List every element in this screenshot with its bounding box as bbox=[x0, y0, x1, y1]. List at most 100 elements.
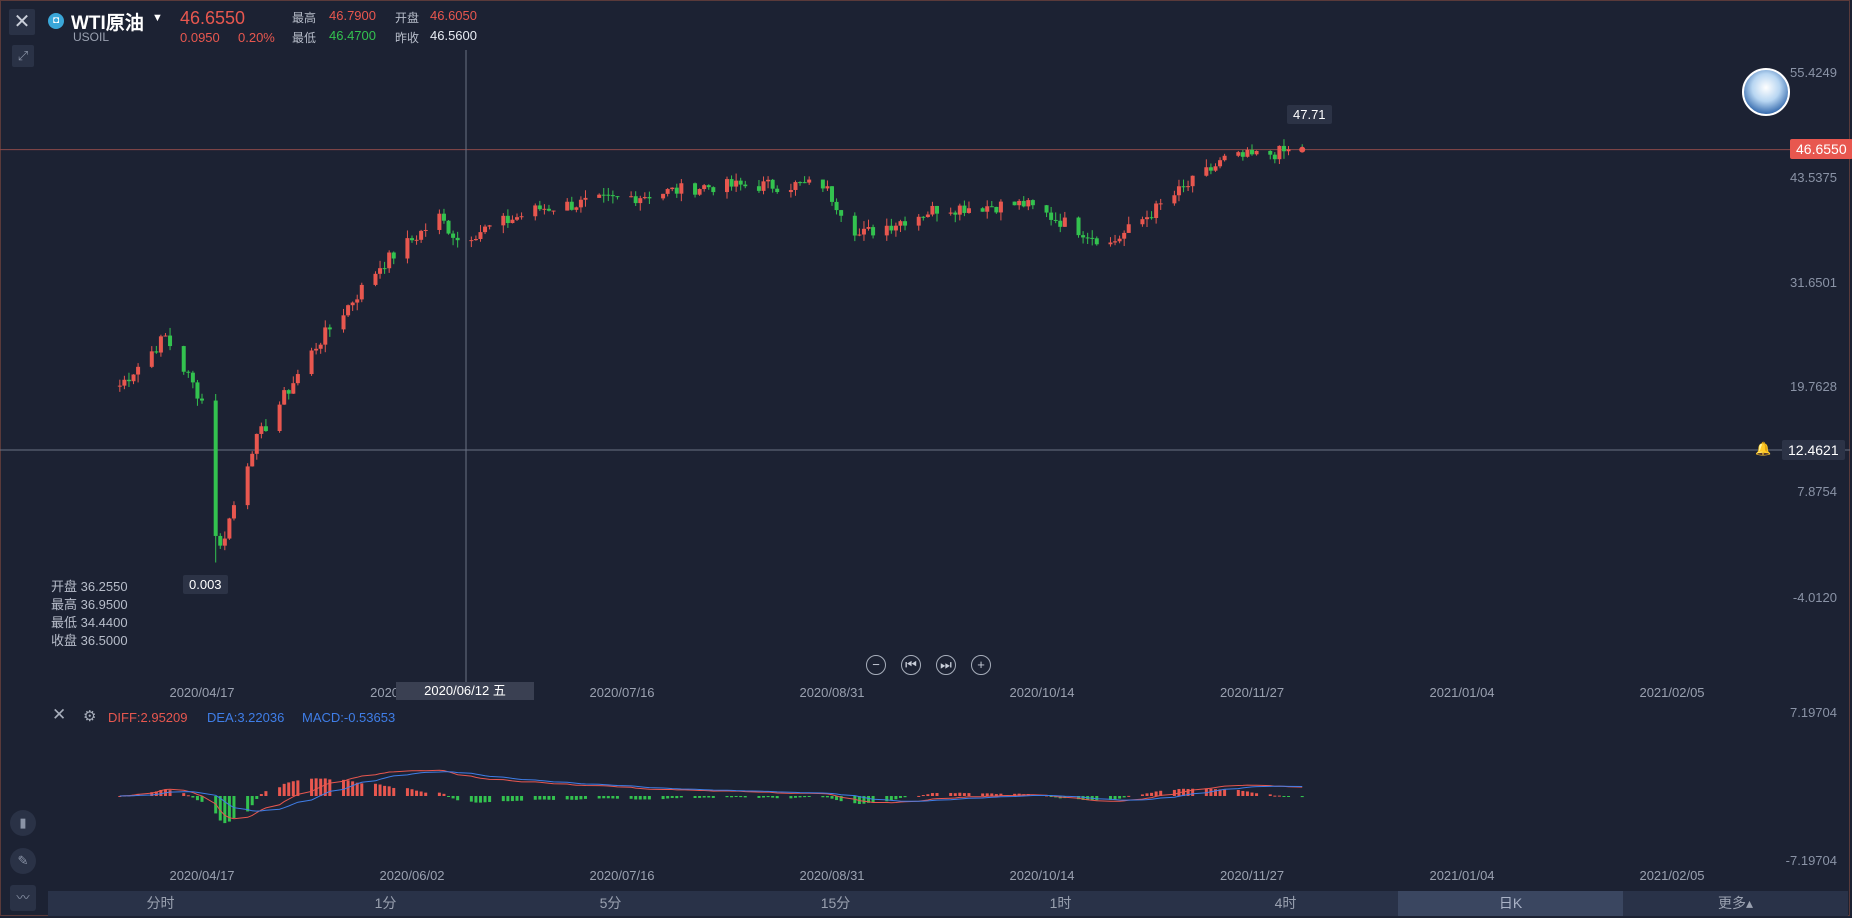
candle-body bbox=[469, 240, 474, 242]
candle-body bbox=[834, 201, 839, 211]
settings-icon[interactable]: ⚙ bbox=[83, 708, 97, 725]
zoom-out-button[interactable]: − bbox=[866, 655, 886, 675]
macd-histogram-bar bbox=[342, 779, 346, 796]
candle-body bbox=[250, 453, 255, 467]
candle-body bbox=[1140, 219, 1145, 225]
tab-5min[interactable]: 5分 bbox=[599, 895, 622, 911]
candle-body bbox=[706, 185, 711, 188]
macd-histogram-bar bbox=[1209, 788, 1213, 796]
candle-body bbox=[1044, 205, 1049, 213]
low-value: 46.4700 bbox=[329, 28, 376, 43]
ohlc-low: 最低 34.4400 bbox=[51, 615, 128, 630]
candle-body bbox=[1085, 237, 1090, 239]
candle-body bbox=[1245, 149, 1250, 157]
candle-body bbox=[1181, 186, 1186, 188]
candle-body bbox=[930, 205, 935, 215]
candle-body bbox=[487, 225, 492, 227]
x-label: 2020/04/17 bbox=[169, 685, 235, 700]
candle-body bbox=[962, 205, 967, 213]
candle-body bbox=[1094, 238, 1099, 245]
macd-histogram-bar bbox=[894, 796, 898, 800]
jump-end-button[interactable]: ⏭ bbox=[936, 655, 956, 675]
tab-more[interactable]: 更多▴ bbox=[1717, 895, 1754, 911]
candle-body bbox=[1030, 200, 1035, 206]
candle-body bbox=[1117, 238, 1122, 242]
macd-histogram-bar bbox=[328, 779, 332, 796]
candle-body bbox=[615, 196, 620, 198]
candle-body bbox=[245, 466, 250, 506]
zoom-in-button[interactable]: + bbox=[971, 655, 991, 675]
macd-histogram-bar bbox=[296, 780, 300, 796]
macd-histogram-bar bbox=[483, 796, 487, 803]
macd-histogram-bar bbox=[1182, 788, 1186, 796]
chevron-down-icon[interactable]: ▼ bbox=[152, 12, 163, 24]
bell-icon[interactable]: 🔔 bbox=[1755, 441, 1772, 456]
candle-body bbox=[163, 335, 168, 337]
macd-histogram-bar bbox=[743, 796, 747, 798]
candle-body bbox=[510, 219, 515, 224]
candle-tool-icon[interactable]: ▮ bbox=[10, 810, 36, 836]
open-value: 46.6050 bbox=[430, 8, 477, 23]
tab-15min[interactable]: 15分 bbox=[820, 895, 851, 911]
macd-histogram-bar bbox=[118, 796, 122, 797]
pencil-icon[interactable]: ✎ bbox=[10, 848, 36, 874]
tab-4hour[interactable]: 4时 bbox=[1274, 895, 1297, 911]
macd-histogram-bar bbox=[282, 783, 286, 796]
macd-histogram-bar bbox=[501, 796, 505, 802]
close-indicator-icon[interactable]: ✕ bbox=[52, 705, 67, 724]
macd-histogram-bar bbox=[570, 796, 574, 800]
close-button[interactable]: ✕ bbox=[9, 9, 35, 35]
candlestick-chart[interactable] bbox=[0, 0, 1852, 700]
macd-histogram-bar bbox=[597, 796, 601, 799]
tab-1min[interactable]: 1分 bbox=[374, 895, 397, 911]
macd-histogram-bar bbox=[999, 793, 1003, 796]
macd-histogram-bar bbox=[195, 796, 199, 801]
macd-histogram-bar bbox=[1273, 795, 1277, 797]
candle-body bbox=[1176, 186, 1181, 196]
candle-body bbox=[1254, 150, 1259, 155]
candle-body bbox=[346, 305, 351, 316]
macd-histogram-bar bbox=[1186, 789, 1190, 796]
y-tick: 43.5375 bbox=[1790, 170, 1837, 185]
candle-body bbox=[542, 208, 547, 210]
tab-timeshare[interactable]: 分时 bbox=[146, 895, 175, 911]
macd-histogram-bar bbox=[734, 796, 738, 797]
pin-icon[interactable]: ⤢ bbox=[12, 45, 34, 67]
macd-histogram-bar bbox=[1159, 790, 1163, 796]
macd-histogram-bar bbox=[186, 795, 190, 797]
macd-histogram-bar bbox=[232, 796, 236, 819]
candle-body bbox=[852, 215, 857, 236]
macd-histogram-bar bbox=[1081, 796, 1085, 800]
macd-histogram-bar bbox=[520, 796, 524, 801]
macd-histogram-bar bbox=[666, 796, 670, 799]
indicator-icon[interactable]: 〰 bbox=[10, 885, 36, 911]
candle-body bbox=[980, 208, 985, 212]
candle-body bbox=[884, 225, 889, 236]
y-tick: -4.0120 bbox=[1792, 590, 1837, 605]
ohlc-high: 最高 36.9500 bbox=[51, 597, 128, 612]
macd-histogram-bar bbox=[182, 793, 186, 796]
candle-body bbox=[766, 179, 771, 182]
tab-1hour[interactable]: 1时 bbox=[1049, 895, 1072, 911]
symbol-name[interactable]: WTI原油 bbox=[71, 13, 144, 34]
macd-histogram-bar bbox=[383, 785, 387, 796]
x-label: 2020/08/31 bbox=[799, 868, 865, 883]
candle-body bbox=[537, 205, 542, 210]
macd-histogram-bar bbox=[1236, 789, 1240, 796]
candle-body bbox=[793, 182, 798, 190]
symbol-code: USOIL bbox=[73, 30, 110, 44]
macd-histogram-bar bbox=[698, 796, 702, 798]
jump-start-button[interactable]: ⏮ bbox=[901, 655, 921, 675]
last-price-dot bbox=[1299, 146, 1306, 153]
macd-histogram-bar bbox=[679, 796, 683, 798]
tab-daily[interactable]: 日K bbox=[1398, 891, 1623, 916]
candle-body bbox=[802, 182, 807, 184]
macd-chart[interactable] bbox=[0, 0, 1852, 890]
candle-body bbox=[1058, 220, 1063, 227]
macd-histogram-bar bbox=[387, 786, 391, 796]
candle-body bbox=[702, 185, 707, 190]
price-change-pct: 0.20% bbox=[238, 30, 275, 45]
user-avatar[interactable] bbox=[1742, 68, 1790, 116]
candle-body bbox=[574, 207, 579, 210]
candle-body bbox=[254, 433, 259, 454]
